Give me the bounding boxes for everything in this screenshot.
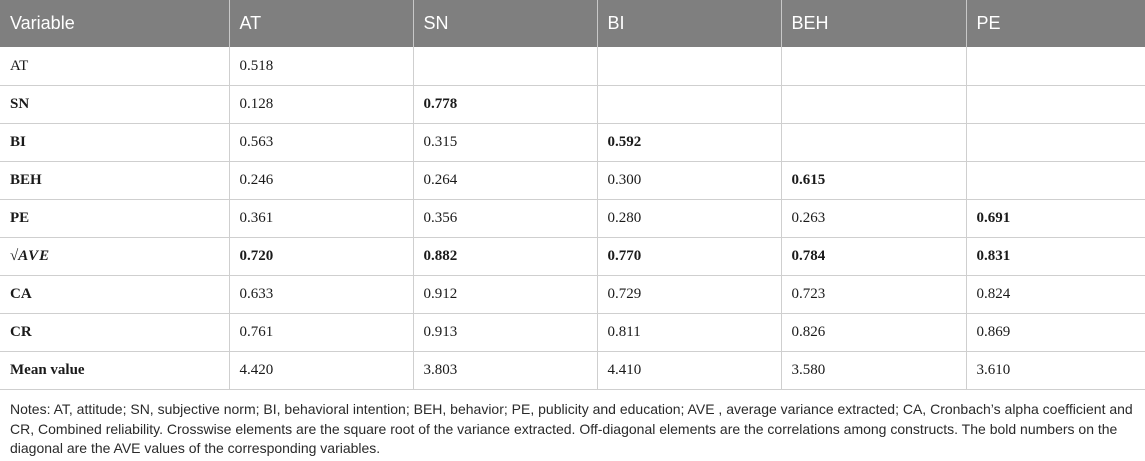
table-cell: 0.720 [229, 237, 414, 276]
table-cell: 3.803 [413, 351, 598, 390]
row-label: CR [0, 313, 230, 352]
table-cell [781, 123, 967, 162]
table-cell: 0.633 [229, 275, 414, 314]
row-label-sqrt-ave: √AVE [0, 237, 230, 276]
table-cell: 0.729 [597, 275, 782, 314]
table-cell: 3.610 [966, 351, 1145, 390]
ave-symbol: AVE [18, 248, 51, 264]
table-row: √AVE 0.720 0.882 0.770 0.784 0.831 [0, 237, 1145, 276]
table-cell: 0.770 [597, 237, 782, 276]
table-cell [413, 47, 598, 86]
table-cell: 3.580 [781, 351, 967, 390]
table-cell: 0.912 [413, 275, 598, 314]
table-row: CR 0.761 0.913 0.811 0.826 0.869 [0, 313, 1145, 352]
table-cell: 4.420 [229, 351, 414, 390]
table-cell [597, 47, 782, 86]
row-label: BEH [0, 161, 230, 200]
table-cell-diagonal: 0.592 [597, 123, 782, 162]
header-pe: PE [966, 0, 1145, 47]
table-cell: 0.784 [781, 237, 967, 276]
header-bi: BI [597, 0, 782, 47]
table-cell: 0.913 [413, 313, 598, 352]
table-cell: 0.869 [966, 313, 1145, 352]
table-cell: 0.831 [966, 237, 1145, 276]
table-row: BI 0.563 0.315 0.592 [0, 123, 1145, 162]
table-cell [966, 85, 1145, 124]
table-row: AT 0.518 [0, 47, 1145, 86]
header-sn: SN [413, 0, 598, 47]
table-cell: 0.826 [781, 313, 967, 352]
table-cell-diagonal: 0.615 [781, 161, 967, 200]
header-variable: Variable [0, 0, 230, 47]
table-body: AT 0.518 SN 0.128 0.778 BI 0.563 0.315 0… [0, 47, 1145, 390]
row-label: CA [0, 275, 230, 314]
table-cell: 0.246 [229, 161, 414, 200]
table-cell [966, 123, 1145, 162]
table-row: CA 0.633 0.912 0.729 0.723 0.824 [0, 275, 1145, 314]
table-cell [781, 85, 967, 124]
header-at: AT [229, 0, 414, 47]
radical-sign: √ [10, 248, 19, 264]
table-row: SN 0.128 0.778 [0, 85, 1145, 124]
table-cell: 0.518 [229, 47, 414, 86]
table-cell: 0.824 [966, 275, 1145, 314]
table-cell: 0.315 [413, 123, 598, 162]
header-row: Variable AT SN BI BEH PE [0, 0, 1145, 47]
table-row: Mean value 4.420 3.803 4.410 3.580 3.610 [0, 351, 1145, 390]
table-cell: 0.723 [781, 275, 967, 314]
table-row: PE 0.361 0.356 0.280 0.263 0.691 [0, 199, 1145, 238]
row-label: Mean value [0, 351, 230, 390]
table-cell [781, 47, 967, 86]
row-label: SN [0, 85, 230, 124]
table-cell: 0.361 [229, 199, 414, 238]
table-header: Variable AT SN BI BEH PE [0, 0, 1145, 47]
table-cell: 0.264 [413, 161, 598, 200]
table-cell [966, 47, 1145, 86]
table-cell: 0.563 [229, 123, 414, 162]
row-label: PE [0, 199, 230, 238]
table-cell: 0.263 [781, 199, 967, 238]
row-label: BI [0, 123, 230, 162]
table-cell: 0.882 [413, 237, 598, 276]
header-beh: BEH [781, 0, 967, 47]
table-cell: 0.300 [597, 161, 782, 200]
table-cell: 0.356 [413, 199, 598, 238]
table-cell: 0.280 [597, 199, 782, 238]
correlation-table: Variable AT SN BI BEH PE AT 0.518 SN 0.1… [0, 0, 1145, 390]
table-row: BEH 0.246 0.264 0.300 0.615 [0, 161, 1145, 200]
table-cell: 4.410 [597, 351, 782, 390]
table-cell-diagonal: 0.691 [966, 199, 1145, 238]
table-notes: Notes: AT, attitude; SN, subjective norm… [10, 401, 1133, 456]
table-cell-diagonal: 0.778 [413, 85, 598, 124]
table-cell [966, 161, 1145, 200]
table-cell: 0.128 [229, 85, 414, 124]
row-label: AT [0, 47, 230, 86]
table-cell [597, 85, 782, 124]
table-cell: 0.761 [229, 313, 414, 352]
table-cell: 0.811 [597, 313, 782, 352]
